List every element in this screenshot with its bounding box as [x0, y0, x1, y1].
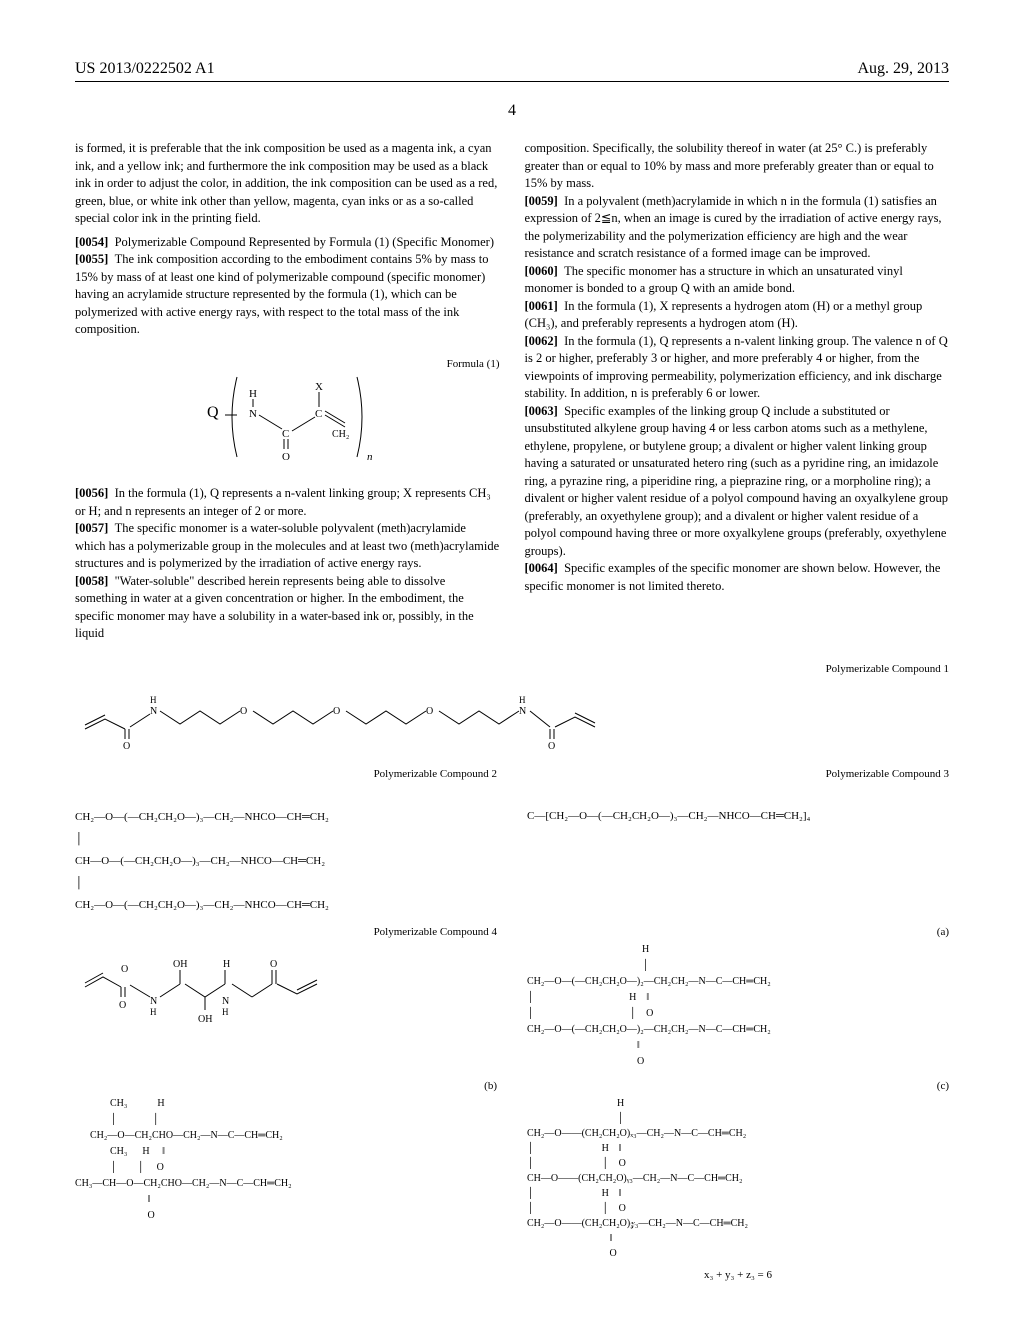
svg-text:O: O	[123, 741, 130, 749]
para-0064: Specific examples of the specific monome…	[525, 561, 941, 593]
compound-2-label: Polymerizable Compound 2	[75, 768, 497, 780]
svg-text:O: O	[121, 964, 128, 975]
para-num-0061: [0061]	[525, 299, 558, 313]
svg-text:C: C	[282, 428, 289, 440]
para-num-0062: [0062]	[525, 334, 558, 348]
left-column: is formed, it is preferable that the ink…	[75, 140, 500, 643]
para-num-0060: [0060]	[525, 264, 558, 278]
para-0060: The specific monomer has a structure in …	[525, 264, 903, 296]
compound-2-structure: CH₂—O—(—CH₂CH₂O—)₃—CH₂—NHCO—CH═CH₂ │ CH—…	[75, 784, 497, 916]
svg-text:H: H	[223, 959, 230, 970]
svg-text:N: N	[150, 706, 157, 717]
page-number: 4	[75, 102, 949, 120]
para-0058: "Water-soluble" described herein represe…	[75, 574, 474, 641]
svg-text:n: n	[367, 451, 373, 462]
para-0062: In the formula (1), Q represents a n-val…	[525, 334, 948, 401]
svg-text:H: H	[150, 1007, 157, 1017]
compound-a-label: (a)	[527, 926, 949, 938]
publication-date: Aug. 29, 2013	[857, 60, 949, 78]
svg-text:H: H	[150, 695, 157, 705]
svg-text:N: N	[519, 706, 526, 717]
formula-1-label: Formula (1)	[447, 357, 500, 372]
svg-text:O: O	[119, 1000, 126, 1011]
publication-number: US 2013/0222502 A1	[75, 60, 215, 78]
para-num-0057: [0057]	[75, 521, 108, 535]
compound-4-label: Polymerizable Compound 4	[75, 926, 497, 938]
svg-text:OH: OH	[198, 1014, 212, 1025]
compound-c-footer: x₃ + y₃ + z₃ = 6	[527, 1269, 949, 1281]
svg-text:O: O	[548, 741, 555, 749]
svg-text:H: H	[249, 388, 257, 400]
svg-text:O: O	[270, 959, 277, 970]
compound-3-label: Polymerizable Compound 3	[527, 768, 949, 780]
svg-text:O: O	[240, 706, 247, 717]
svg-text:O: O	[333, 706, 340, 717]
svg-text:N: N	[249, 408, 257, 420]
para-0061: In the formula (1), X represents a hydro…	[525, 299, 923, 331]
svg-text:H: H	[222, 1007, 229, 1017]
compound-3-formula: C—[CH₂—O—(—CH₂CH₂O—)₃—CH₂—NHCO—CH═CH₂]₄	[527, 805, 949, 827]
compound-4-svg: O O N H OH N H OH H O	[75, 942, 395, 1032]
para-0056: In the formula (1), Q represents a n-val…	[75, 486, 491, 518]
svg-text:N: N	[150, 996, 157, 1007]
right-column: composition. Specifically, the solubilit…	[525, 140, 950, 643]
compound-c-label: (c)	[527, 1080, 949, 1092]
col2-intro: composition. Specifically, the solubilit…	[525, 140, 950, 193]
compound-1-svg: O N H O O O N H O	[75, 679, 775, 749]
para-num-0055: [0055]	[75, 252, 108, 266]
para-0063: Specific examples of the linking group Q…	[525, 404, 949, 558]
svg-text:CH₂: CH₂	[332, 429, 349, 440]
svg-text:O: O	[282, 451, 290, 462]
para-0059: In a polyvalent (meth)acrylamide in whic…	[525, 194, 942, 261]
intro-para: is formed, it is preferable that the ink…	[75, 140, 500, 228]
para-num-0063: [0063]	[525, 404, 558, 418]
svg-text:OH: OH	[173, 959, 187, 970]
formula-1-svg: Q H N C C X CH₂ O n	[197, 357, 377, 462]
compounds-section: Polymerizable Compound 1 O N H O O O N H…	[75, 663, 949, 1281]
para-0057: The specific monomer is a water-soluble …	[75, 521, 499, 570]
compound-b-label: (b)	[75, 1080, 497, 1092]
compound-1-label: Polymerizable Compound 1	[75, 663, 949, 675]
svg-text:Q: Q	[207, 404, 219, 421]
compound-c-structure: H │ CH₂—O——(CH₂CH₂O)ₓ₃—CH₂—N—C—CH═CH₂ │ …	[527, 1096, 949, 1261]
svg-text:N: N	[222, 996, 229, 1007]
para-0055: The ink composition according to the emb…	[75, 252, 488, 336]
svg-text:O: O	[426, 706, 433, 717]
compound-b-structure: CH₃ H │ │ CH₂—O—CH₂CHO—CH₂—N—C—CH═CH₂ CH…	[75, 1096, 497, 1224]
para-num-0054: [0054]	[75, 235, 108, 249]
para-num-0059: [0059]	[525, 194, 558, 208]
svg-text:X: X	[315, 381, 323, 393]
compound-a-structure: H │ CH₂—O—(—CH₂CH₂O—)₂—CH₂CH₂—N—C—CH═CH₂…	[527, 942, 949, 1070]
svg-text:H: H	[519, 695, 526, 705]
formula-1-block: Formula (1) Q H N C C X CH₂ O	[75, 357, 500, 468]
para-num-0064: [0064]	[525, 561, 558, 575]
svg-text:C: C	[315, 408, 322, 420]
para-num-0056: [0056]	[75, 486, 108, 500]
para-num-0058: [0058]	[75, 574, 108, 588]
para-0054: Polymerizable Compound Represented by Fo…	[115, 235, 494, 249]
